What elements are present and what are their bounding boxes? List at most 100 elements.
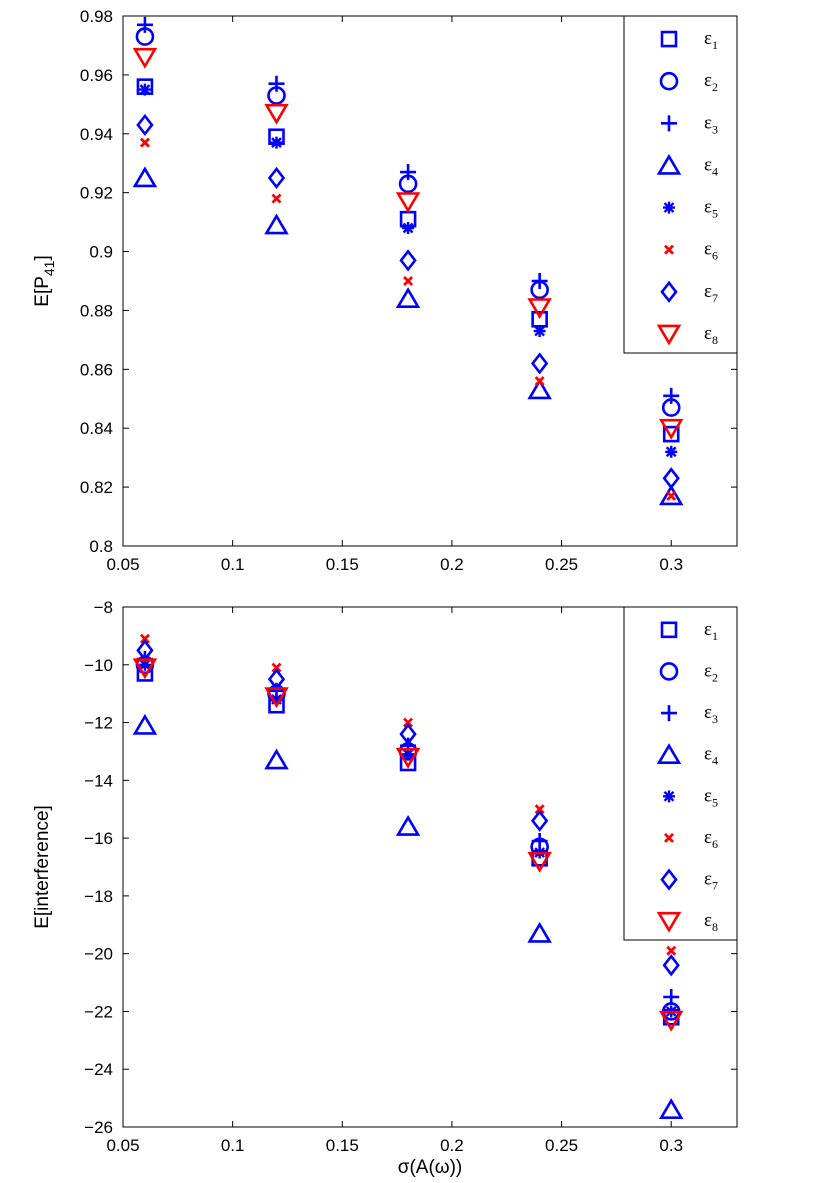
y-tick-label: −26 — [84, 1118, 113, 1137]
data-point — [527, 378, 552, 400]
data-point — [666, 945, 677, 956]
legend-marker — [656, 911, 682, 933]
data-point — [395, 814, 421, 836]
y-tick-label: 0.84 — [80, 419, 113, 438]
y-tick-label: 0.9 — [89, 243, 113, 262]
data-point — [264, 103, 289, 125]
y-tick-label: 0.98 — [80, 7, 113, 26]
data-point — [132, 47, 158, 69]
data-point — [395, 747, 421, 769]
data-point — [530, 809, 549, 832]
data-point — [527, 298, 552, 320]
legend-label: ε7 — [704, 869, 718, 893]
legend-marker — [660, 868, 678, 891]
x-axis-label: σ(A(ω)) — [398, 1157, 463, 1178]
series-epsilon-5 — [138, 83, 678, 458]
data-point — [270, 693, 283, 706]
y-tick-label: −12 — [84, 714, 113, 733]
data-point — [402, 222, 415, 234]
legend-label: ε1 — [704, 28, 718, 52]
data-point — [264, 748, 289, 770]
legend-marker — [664, 244, 674, 255]
series-epsilon-7 — [136, 113, 680, 490]
series-epsilon-6 — [139, 137, 677, 501]
data-point — [139, 633, 150, 644]
data-point — [403, 717, 414, 728]
y-tick-label: 0.82 — [80, 478, 113, 497]
x-tick-label: 0.1 — [221, 1136, 245, 1155]
legend-marker — [664, 832, 674, 843]
x-tick-label: 0.25 — [545, 1136, 578, 1155]
legend-marker — [656, 324, 682, 346]
legend-marker — [661, 115, 677, 132]
data-point — [665, 445, 678, 458]
data-point — [534, 376, 545, 387]
data-point — [666, 490, 677, 501]
data-point — [399, 249, 417, 272]
data-point — [534, 804, 545, 815]
x-tick-label: 0.05 — [106, 1136, 139, 1155]
data-point — [138, 83, 151, 96]
legend-label: ε3 — [704, 112, 718, 136]
data-point — [264, 687, 289, 709]
y-tick-label: 0.94 — [80, 125, 113, 144]
data-point — [270, 136, 283, 149]
y-tick-label: −20 — [84, 945, 113, 964]
chart-panel-1: 0.05 0.1 0.15 0.2 0.25 0.3 0.8 0.82 0.84 0.86 0.88… — [32, 7, 738, 574]
y-tick-label: 0.92 — [80, 184, 113, 203]
y-tick-label: −14 — [84, 771, 113, 790]
data-point — [658, 418, 684, 440]
legend-marker — [663, 790, 675, 803]
legend-label: ε7 — [704, 281, 718, 305]
legend-label: ε4 — [704, 744, 718, 768]
legend-marker — [659, 71, 679, 91]
legend-marker — [663, 201, 675, 214]
legend-label: ε4 — [704, 154, 718, 178]
data-point — [400, 164, 417, 181]
data-point — [527, 851, 552, 873]
x-tick-label: 0.3 — [659, 555, 683, 574]
legend-label: ε6 — [704, 239, 718, 263]
legend-label: ε8 — [704, 910, 718, 934]
y-tick-label: 0.86 — [80, 360, 113, 379]
data-point — [136, 113, 154, 137]
data-point — [658, 1098, 684, 1119]
data-point — [138, 658, 151, 671]
legend: ε1 ε2 ε3 ε4 ε5 ε6 ε7 ε8 — [623, 606, 738, 941]
y-axis-label: E[interference] — [32, 805, 53, 929]
data-point — [271, 662, 282, 673]
y-tick-label: −16 — [84, 829, 113, 848]
x-tick-label: 0.3 — [659, 1136, 683, 1155]
data-point — [139, 137, 150, 148]
series-epsilon-8 — [132, 658, 684, 1032]
series-epsilon-4 — [132, 166, 684, 506]
data-point — [268, 75, 285, 92]
data-point — [530, 352, 549, 375]
legend-marker — [656, 743, 682, 764]
x-tick-label: 0.15 — [326, 1136, 359, 1155]
legend-label: ε3 — [704, 702, 718, 726]
legend-label: ε8 — [704, 323, 718, 347]
legend-marker — [660, 280, 678, 303]
data-point — [395, 287, 421, 308]
y-tick-label: −22 — [84, 1002, 113, 1021]
y-tick-label: 0.88 — [80, 301, 113, 320]
chart-panel-2: 0.05 0.1 0.15 0.2 0.25 0.3 −26 −24 −22 −20 −18 −16 −… — [32, 598, 738, 1178]
legend-marker — [660, 621, 678, 639]
legend-label: ε6 — [704, 827, 718, 851]
x-tick-label: 0.2 — [440, 555, 464, 574]
data-point — [658, 484, 684, 506]
legend-label: ε5 — [704, 785, 718, 809]
data-point — [395, 192, 421, 214]
data-point — [264, 213, 289, 235]
data-point — [531, 273, 548, 289]
legend-box — [623, 15, 738, 354]
legend-label: ε1 — [704, 619, 718, 643]
legend-box — [623, 606, 738, 941]
y-tick-label: −24 — [84, 1060, 113, 1079]
data-point — [132, 166, 158, 188]
x-tick-label: 0.2 — [440, 1136, 464, 1155]
x-tick-label: 0.25 — [545, 555, 578, 574]
data-point — [136, 16, 153, 33]
